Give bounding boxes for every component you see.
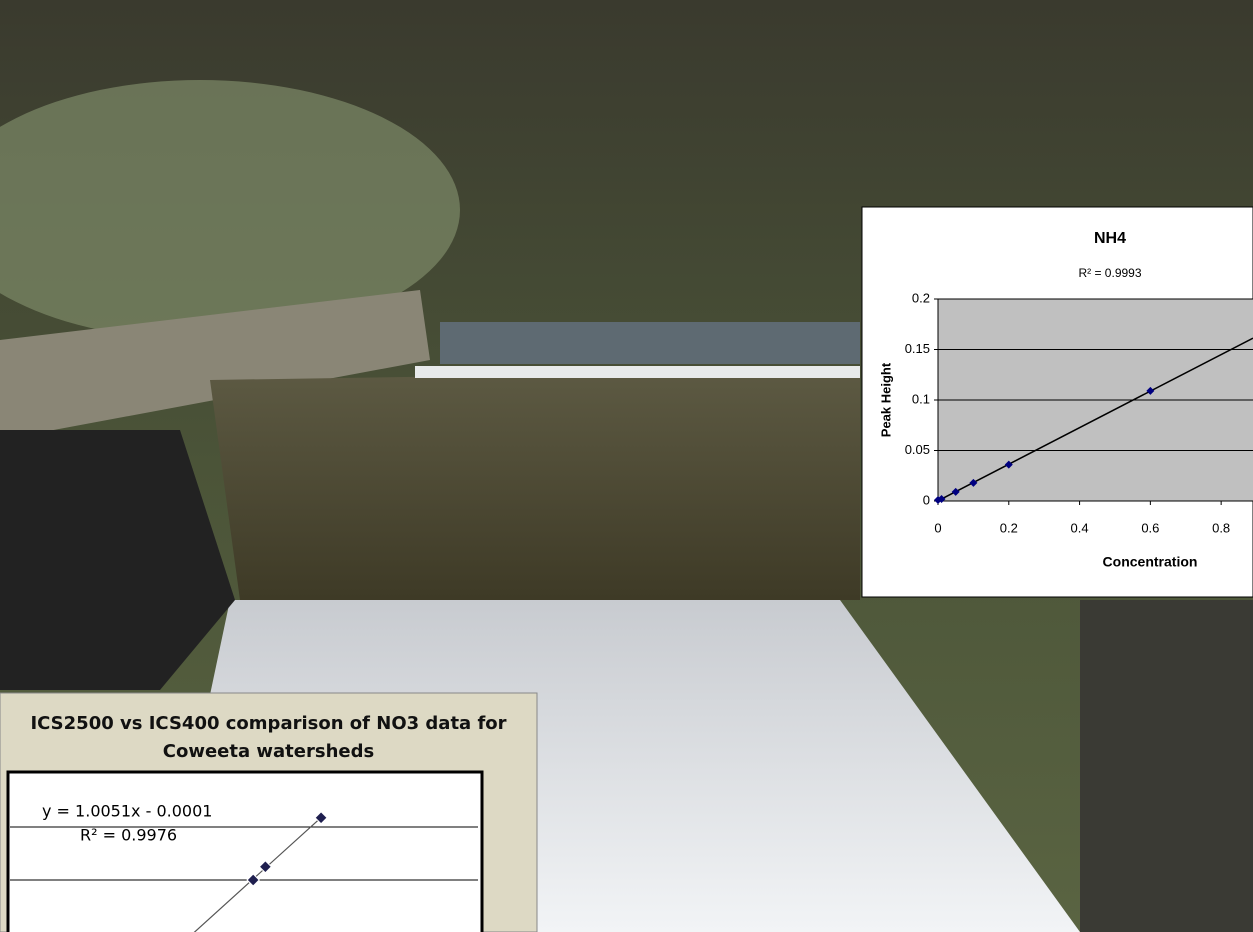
chart-title: ICS2500 vs ICS400 comparison of NO3 data… xyxy=(0,710,537,766)
y-tick-label: 0.1 xyxy=(912,391,930,406)
plot-area xyxy=(8,772,482,932)
y-tick-label: 0.2 xyxy=(912,290,930,305)
photo-pool xyxy=(210,370,860,600)
x-tick-label: 0.4 xyxy=(1071,520,1089,535)
x-axis-label: Concentration xyxy=(1103,554,1198,570)
scene: NH4 R² = 0.9993 Concentration Peak Heigh… xyxy=(0,0,1253,932)
chart-title: NH4 xyxy=(1094,230,1126,247)
chart-subtitle: R² = 0.9993 xyxy=(1078,266,1141,280)
photo-bank xyxy=(1080,600,1253,932)
y-tick-label: 0 xyxy=(923,492,930,507)
x-tick-label: 0.8 xyxy=(1212,520,1230,535)
y-tick-label: 0.15 xyxy=(905,341,930,356)
y-tick-label: 0.05 xyxy=(905,442,930,457)
x-tick-label: 0.2 xyxy=(1000,520,1018,535)
x-tick-label: 0 xyxy=(934,520,941,535)
annotation: R² = 0.9976 xyxy=(80,826,177,845)
page: NH4 R² = 0.9993 Concentration Peak Heigh… xyxy=(0,0,1253,932)
photo-weir xyxy=(440,322,860,364)
x-tick-label: 0.6 xyxy=(1141,520,1159,535)
y-axis-label: Peak Height xyxy=(878,362,893,437)
annotation: y = 1.0051x - 0.0001 xyxy=(42,802,212,821)
photo-foam xyxy=(415,366,860,378)
